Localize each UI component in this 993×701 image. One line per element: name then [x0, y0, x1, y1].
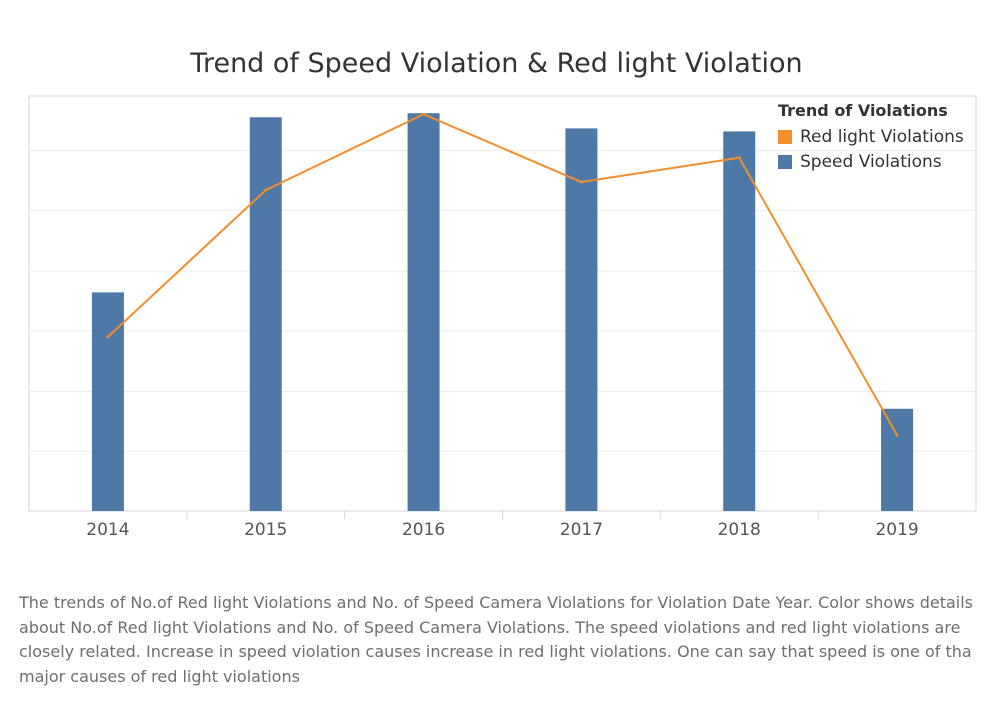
bar-speed-2016[interactable]: [407, 113, 440, 512]
bar-speed-2017[interactable]: [565, 128, 598, 511]
legend-swatch-speed: [778, 154, 792, 169]
x-dividers: [186, 511, 819, 519]
point-red-light-2014[interactable]: [106, 335, 110, 339]
bar-speed-2019[interactable]: [881, 408, 914, 511]
line-red-light[interactable]: [107, 113, 898, 436]
chart-caption: The trends of No.of Red light Violations…: [19, 593, 974, 686]
point-red-light-2015[interactable]: [264, 188, 268, 192]
bar-speed-2018[interactable]: [723, 131, 756, 512]
legend-swatch-red-light: [778, 129, 792, 144]
legend-title: Trend of Violations: [778, 101, 948, 120]
legend-item-speed[interactable]: Speed Violations: [778, 149, 964, 174]
bar-speed-2014[interactable]: [91, 292, 124, 511]
x-tick-label: 2017: [560, 520, 603, 540]
gridlines: [29, 150, 976, 452]
legend-label-red-light: Red light Violations: [800, 126, 964, 147]
point-red-light-2019[interactable]: [895, 433, 899, 437]
red-light-line-group: [106, 112, 899, 437]
x-tick-labels: 2014 2015 2016 2017 2018 2019: [86, 520, 918, 540]
legend: Trend of Violations Red light Violations…: [778, 101, 964, 174]
legend-label-speed: Speed Violations: [800, 151, 942, 172]
bars: [91, 113, 914, 512]
point-red-light-2016[interactable]: [422, 112, 426, 116]
x-tick-label: 2019: [875, 520, 918, 540]
x-tick-label: 2014: [86, 520, 129, 540]
x-tick-label: 2016: [402, 520, 445, 540]
point-red-light-2017[interactable]: [579, 180, 583, 184]
x-tick-label: 2015: [244, 520, 287, 540]
point-red-light-2018[interactable]: [737, 156, 741, 160]
legend-item-red-light[interactable]: Red light Violations: [778, 124, 964, 149]
bar-speed-2015[interactable]: [249, 117, 282, 511]
chart-title: Trend of Speed Violation & Red light Vio…: [190, 48, 803, 79]
x-tick-label: 2018: [718, 520, 761, 540]
